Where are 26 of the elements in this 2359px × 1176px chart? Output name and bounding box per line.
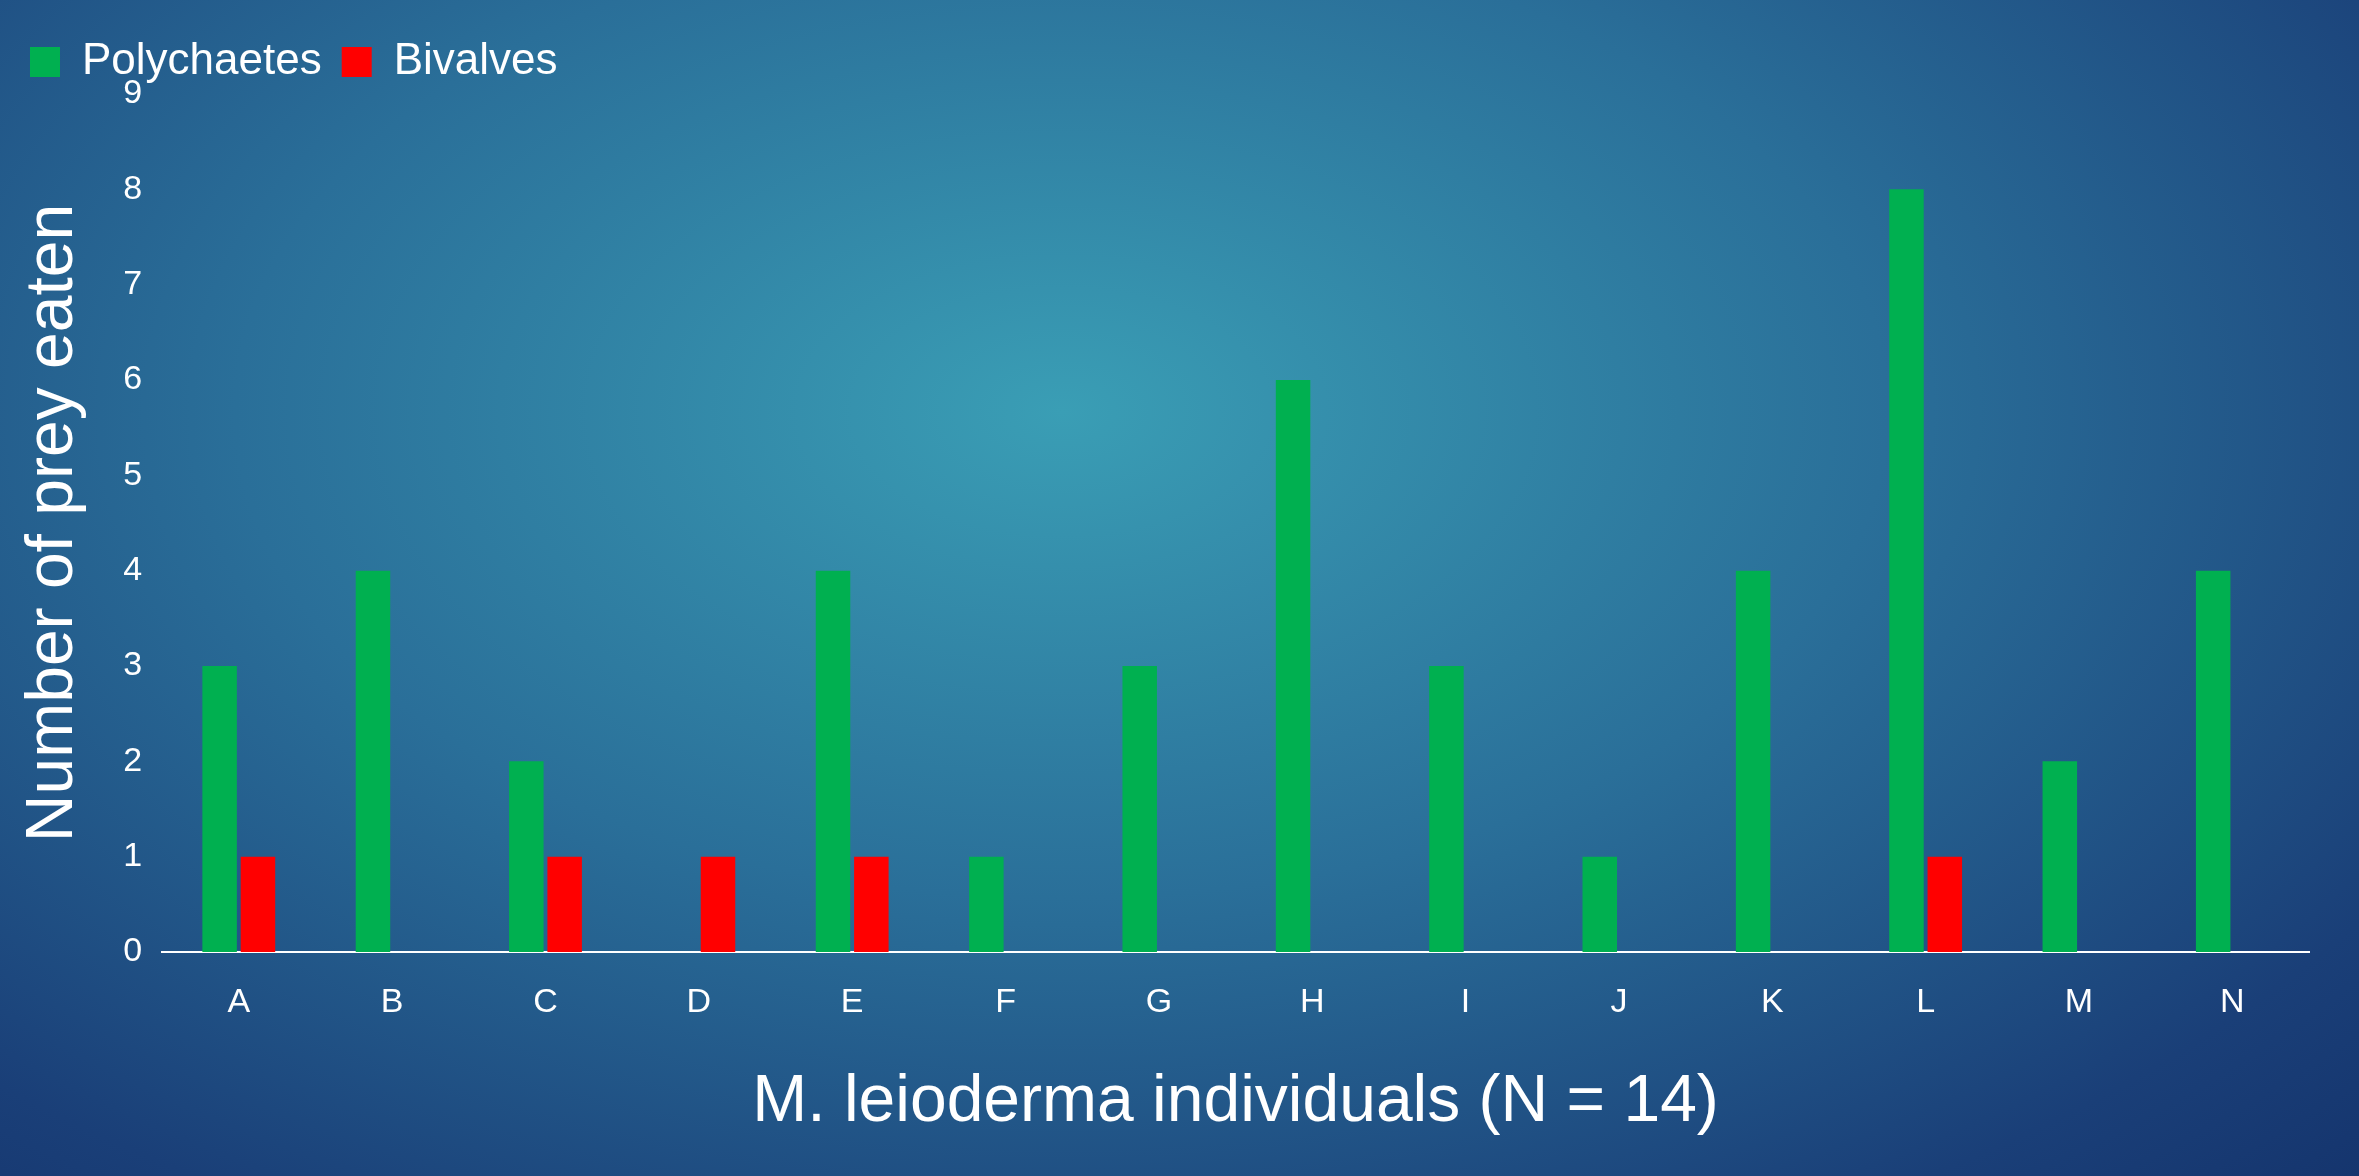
x-axis-title: M. leioderma individuals (N = 14) bbox=[752, 1060, 1719, 1135]
x-tick-label: K bbox=[1760, 980, 1784, 1019]
x-tick-label: E bbox=[840, 980, 864, 1019]
y-tick-label: 7 bbox=[123, 263, 143, 302]
y-tick-label: 2 bbox=[123, 739, 143, 778]
x-tick-label: J bbox=[1610, 980, 1628, 1019]
y-axis-title: Number of prey eaten bbox=[11, 203, 86, 843]
x-tick-label: D bbox=[686, 980, 712, 1019]
x-tick-label: B bbox=[380, 980, 404, 1019]
y-tick-label: 1 bbox=[123, 835, 143, 874]
x-tick-label: N bbox=[2220, 980, 2245, 1019]
y-tick-label: 0 bbox=[123, 930, 143, 969]
y-tick-label: 5 bbox=[123, 453, 143, 492]
x-tick-label: H bbox=[1299, 980, 1325, 1019]
y-tick-label: 8 bbox=[123, 167, 143, 206]
y-tick-label: 3 bbox=[123, 644, 143, 683]
y-tick-label: 4 bbox=[123, 549, 143, 588]
x-tick-label: G bbox=[1145, 980, 1173, 1019]
x-tick-label: A bbox=[227, 980, 251, 1019]
x-tick-label: I bbox=[1460, 980, 1471, 1019]
y-tick-label: 6 bbox=[123, 358, 143, 397]
x-tick-label: M bbox=[2064, 980, 2094, 1019]
x-tick-label: F bbox=[995, 980, 1016, 1019]
x-tick-label: C bbox=[533, 980, 558, 1019]
x-tick-label: L bbox=[1916, 980, 1936, 1019]
legend-label: Bivalves bbox=[393, 34, 558, 84]
